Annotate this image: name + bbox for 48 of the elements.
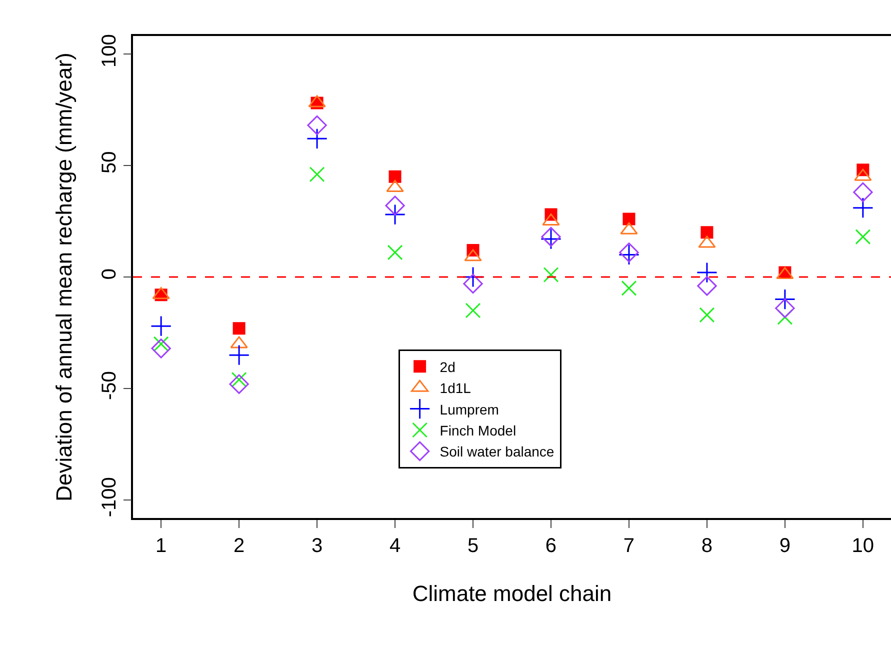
point — [621, 280, 637, 296]
point — [700, 226, 714, 239]
point — [150, 316, 172, 337]
x-tick-label: 5 — [467, 534, 479, 557]
point — [855, 229, 871, 245]
point — [384, 204, 406, 226]
point — [306, 128, 328, 150]
point — [387, 244, 403, 260]
point — [696, 262, 718, 284]
x-tick-label: 3 — [311, 534, 323, 557]
x-tick-label: 4 — [389, 534, 401, 557]
y-tick-label: 100 — [98, 34, 120, 68]
point — [388, 170, 402, 183]
x-tick-label: 6 — [545, 534, 557, 557]
point — [622, 212, 636, 226]
x-tick-label: 1 — [156, 534, 167, 557]
x-axis-title: Climate model chain — [412, 581, 612, 606]
y-tick-label: -50 — [98, 371, 120, 400]
y-axis-title: Deviation of annual mean recharge (mm/year) — [52, 52, 77, 502]
point — [228, 344, 250, 366]
x-tick-label: 2 — [233, 534, 245, 557]
y-tick-label: -100 — [98, 477, 120, 518]
point — [309, 166, 325, 182]
legend-label: Finch Model — [440, 422, 516, 438]
point — [385, 196, 405, 216]
x-tick-label: 8 — [701, 534, 713, 557]
point — [774, 288, 796, 310]
legend-label: 2d — [440, 358, 456, 375]
y-tick-label: 0 — [98, 268, 120, 280]
point — [852, 197, 874, 218]
x-tick-label: 7 — [623, 534, 635, 557]
legend-label: Lumprem — [440, 401, 499, 418]
point — [229, 374, 249, 394]
x-tick-label: 9 — [779, 534, 791, 557]
legend-label: 1d1L — [440, 380, 472, 396]
legend-label: Soil water balance — [440, 444, 554, 460]
point — [463, 274, 483, 294]
y-tick-label: 50 — [98, 151, 120, 174]
point — [307, 115, 327, 136]
point — [853, 182, 873, 202]
point — [151, 338, 171, 358]
x-tick-label: 10 — [852, 534, 874, 557]
point — [232, 322, 246, 335]
point — [699, 307, 715, 323]
point — [775, 298, 795, 318]
point — [543, 267, 559, 283]
point — [697, 276, 717, 296]
point — [465, 302, 481, 318]
